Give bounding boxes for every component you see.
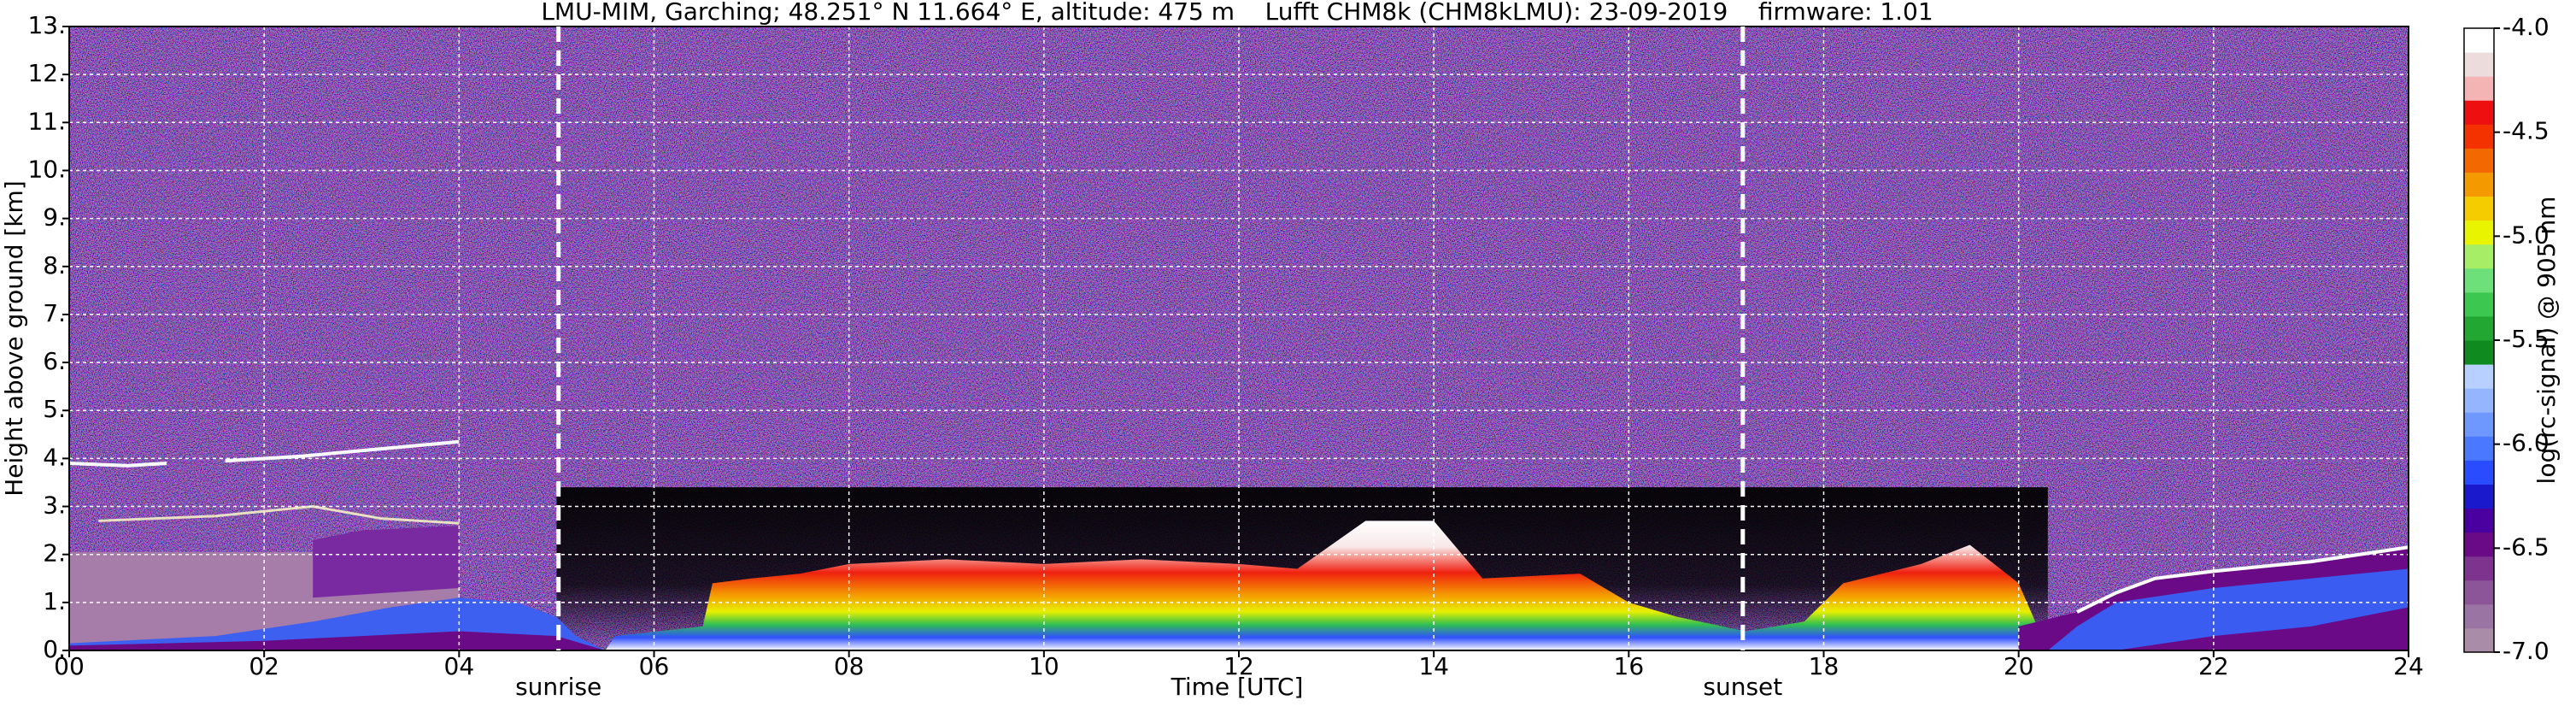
y-tick-label: 1.: [43, 587, 66, 615]
y-tick-label: 9.: [43, 203, 66, 232]
colorbar-band: [2464, 556, 2494, 581]
colorbar-band: [2464, 100, 2494, 125]
x-tick-label: 24: [2393, 652, 2424, 680]
y-tick-label: 11.: [27, 107, 66, 135]
y-tick-label: 5.: [43, 395, 66, 423]
x-tick-label: 22: [2198, 652, 2229, 680]
x-tick-label: 12: [1223, 652, 1254, 680]
y-tick-label: 2.: [43, 539, 66, 568]
x-tick-label: 18: [1809, 652, 1840, 680]
y-tick-label: 10.: [27, 155, 66, 183]
colorbar-label: log(rc-signal) @ 905 nm: [2532, 197, 2561, 485]
y-tick-label: 3.: [43, 491, 66, 520]
colorbar-band: [2464, 148, 2494, 173]
colorbar-tick-label: -5.5: [2503, 325, 2550, 353]
y-tick-label: 13.: [27, 11, 66, 39]
colorbar-tick-label: -4.0: [2503, 13, 2550, 41]
colorbar-band: [2464, 436, 2494, 461]
x-tick-label: 08: [834, 652, 865, 680]
colorbar-band: [2464, 76, 2494, 101]
x-tick-label: 02: [249, 652, 279, 680]
colorbar-band: [2464, 340, 2494, 365]
x-tick-label: 00: [54, 652, 85, 680]
y-tick-label: 6.: [43, 347, 66, 375]
colorbar-band: [2464, 124, 2494, 149]
colorbar-band: [2464, 532, 2494, 557]
colorbar-band: [2464, 244, 2494, 269]
annotation-label: sunrise: [515, 673, 601, 701]
x-tick-label: 10: [1029, 652, 1059, 680]
colorbar-band: [2464, 627, 2494, 653]
y-tick-label: 7.: [43, 299, 66, 327]
x-axis-label: Time [UTC]: [1171, 673, 1304, 701]
x-tick-label: 20: [2004, 652, 2034, 680]
colorbar-band: [2464, 484, 2494, 509]
colorbar-tick-label: -7.0: [2503, 637, 2550, 665]
colorbar-band: [2464, 196, 2494, 221]
annotation-label: sunset: [1703, 673, 1782, 701]
colorbar-tick-label: -5.0: [2503, 221, 2550, 249]
colorbar-band: [2464, 603, 2494, 629]
colorbar-band: [2464, 315, 2494, 341]
chart-title: LMU-MIM, Garching; 48.251° N 11.664° E, …: [541, 0, 1933, 26]
y-tick-label: 4.: [43, 443, 66, 471]
heatmap-image: [69, 26, 2409, 650]
y-tick-label: 0.: [43, 635, 66, 663]
y-tick-label: 12.: [27, 59, 66, 87]
x-tick-label: 06: [639, 652, 670, 680]
colorbar-band: [2464, 268, 2494, 293]
grid: [68, 26, 2409, 651]
colorbar-band: [2464, 52, 2494, 77]
colorbar-band: [2464, 172, 2494, 197]
colorbar-band: [2464, 508, 2494, 533]
colorbar-tick-label: -6.5: [2503, 532, 2550, 561]
colorbar-band: [2464, 364, 2494, 389]
colorbar-band: [2464, 388, 2494, 413]
x-tick-label: 04: [444, 652, 475, 680]
colorbar-band: [2464, 460, 2494, 485]
colorbar-band: [2464, 28, 2494, 53]
x-tick-label: 14: [1418, 652, 1449, 680]
colorbar-band: [2464, 220, 2494, 245]
x-tick-label: 16: [1614, 652, 1645, 680]
colorbar-band: [2464, 291, 2494, 317]
colorbar-tick-label: -6.0: [2503, 429, 2550, 457]
y-tick-label: 8.: [43, 251, 66, 279]
colorbar-tick-label: -4.5: [2503, 117, 2550, 145]
y-axis-label: Height above ground [km]: [0, 180, 28, 497]
colorbar-band: [2464, 580, 2494, 605]
colorbar-band: [2464, 412, 2494, 437]
